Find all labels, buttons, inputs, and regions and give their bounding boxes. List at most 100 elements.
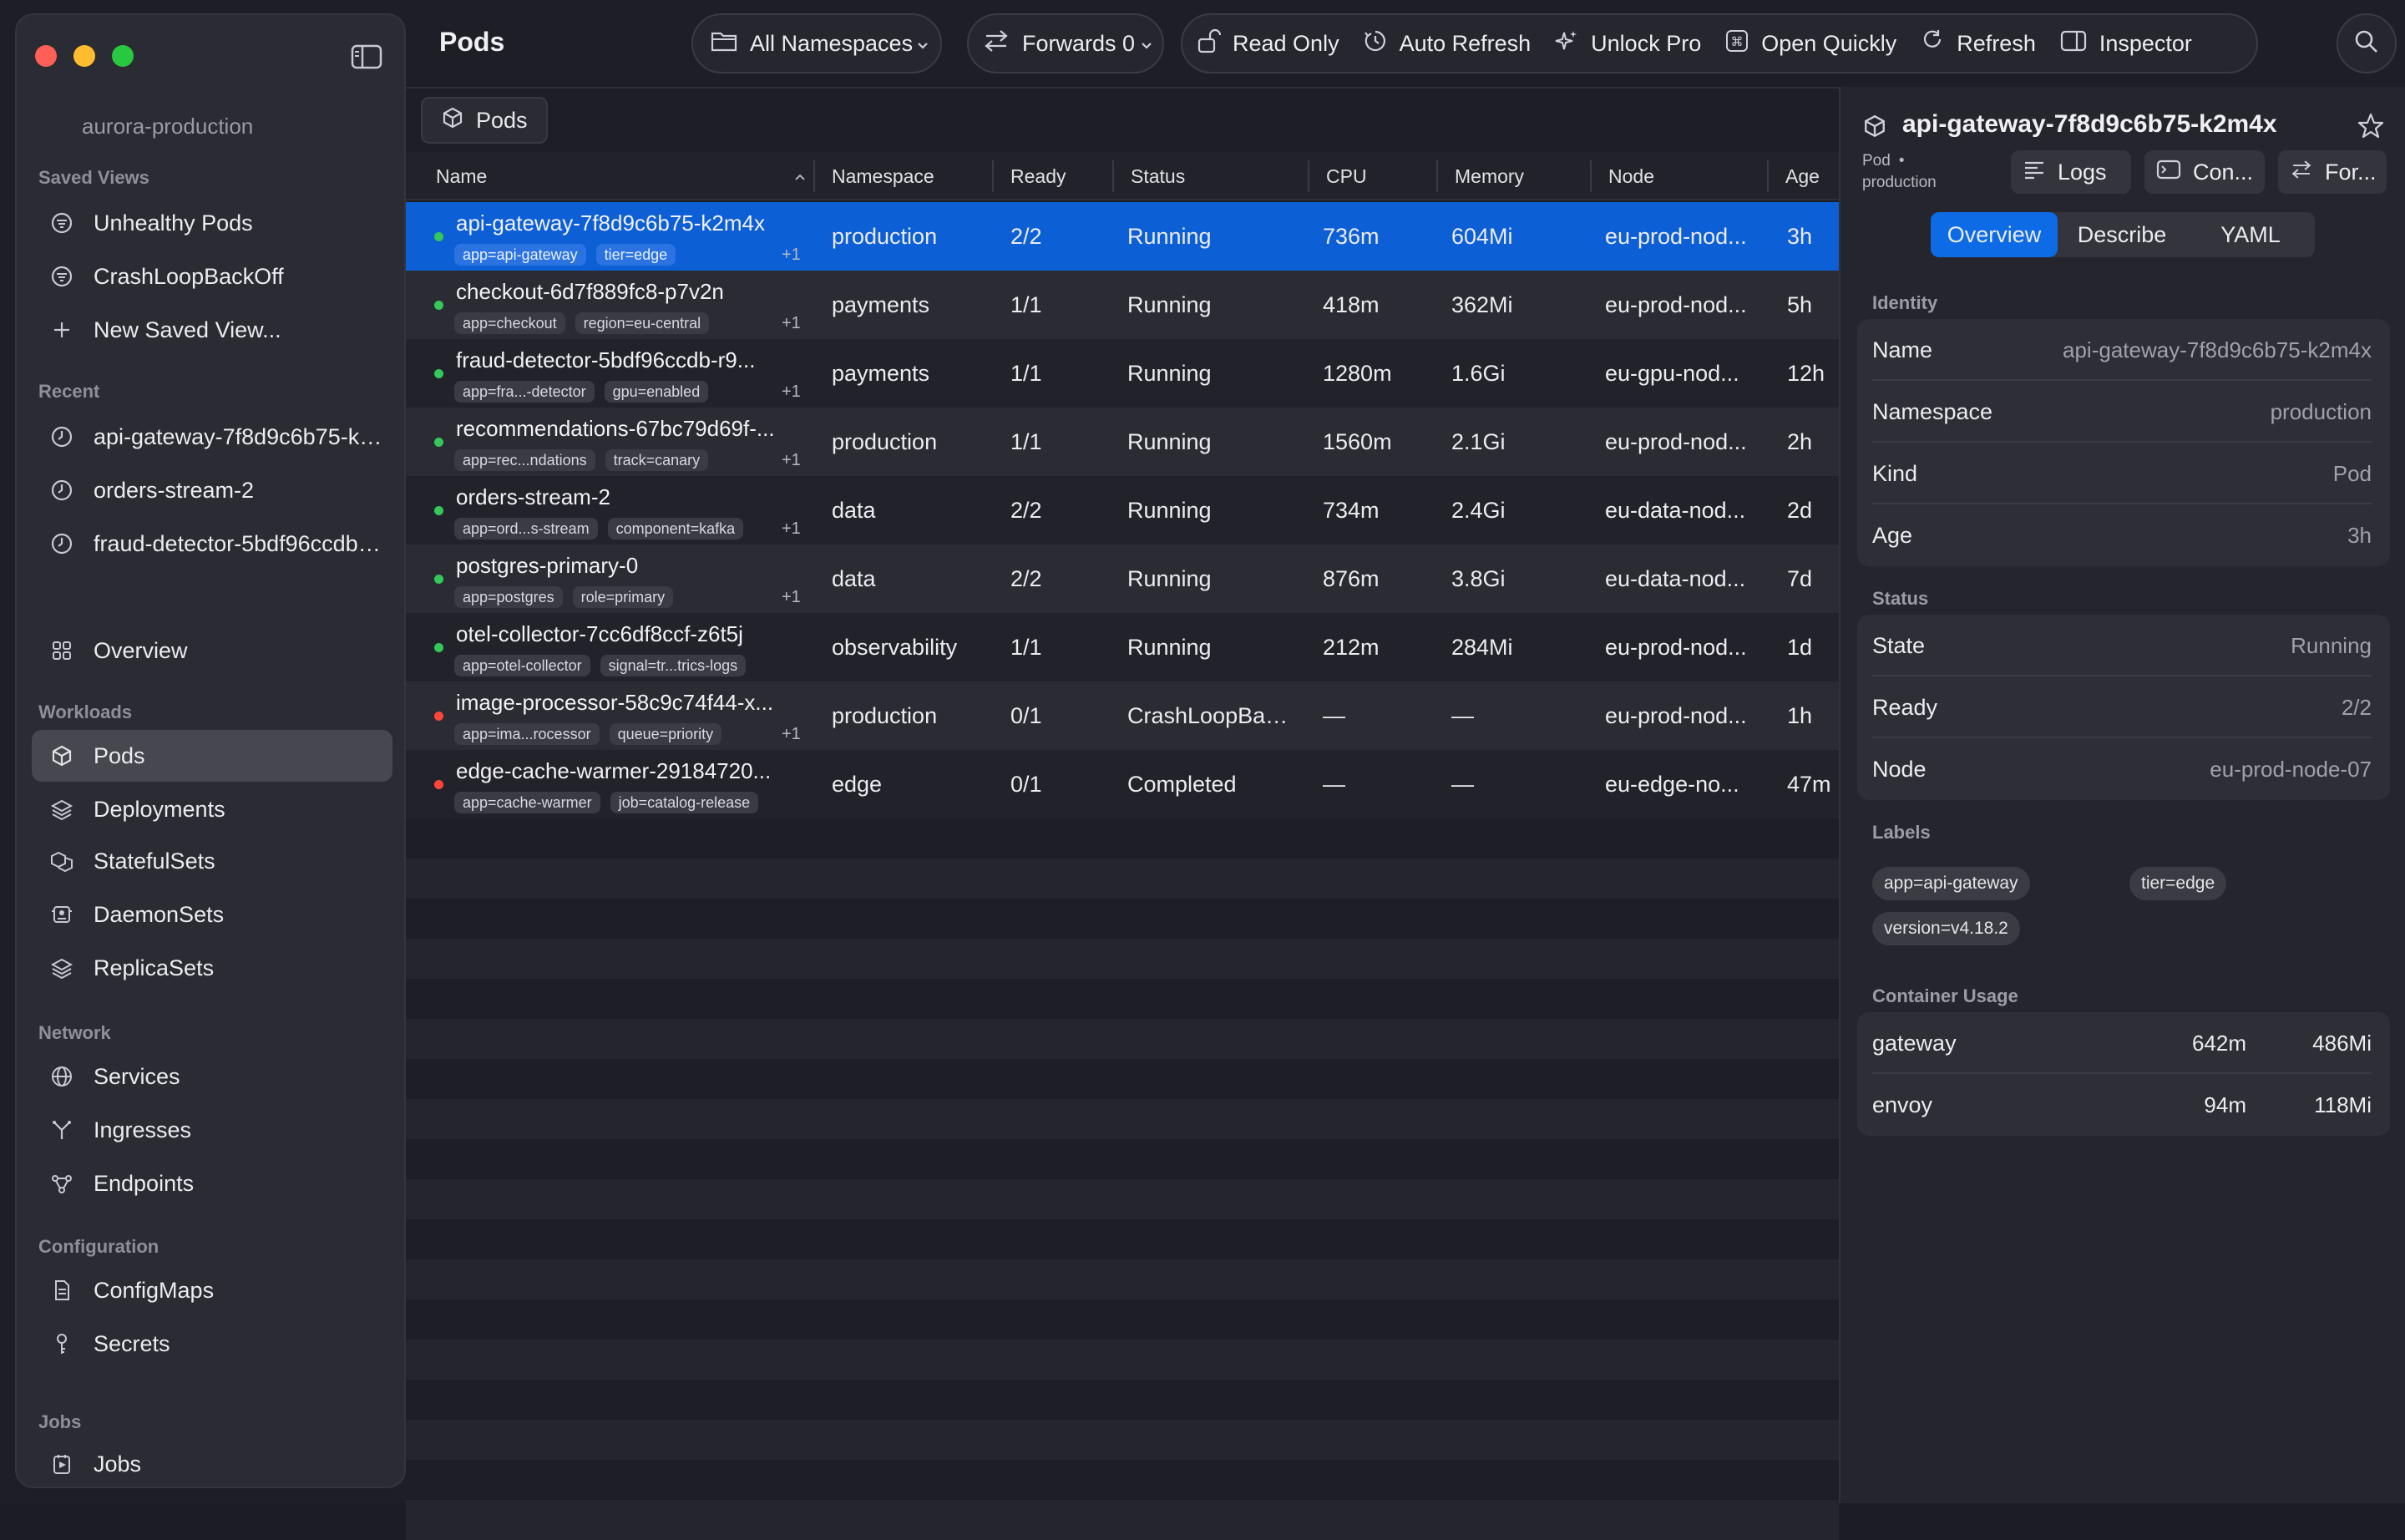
star-icon[interactable] <box>2357 112 2385 144</box>
column-header-name[interactable]: Name <box>436 165 488 187</box>
tab-yaml[interactable]: YAML <box>2220 222 2281 247</box>
forwards-menu[interactable]: Forwards 0 <box>967 13 1164 73</box>
cell-status: Running <box>1127 224 1212 249</box>
sidebar-item-ingresses[interactable]: Ingresses <box>32 1104 392 1156</box>
cell-cpu: 1280m <box>1323 361 1392 386</box>
timer-icon <box>1363 28 1400 59</box>
column-header-memory[interactable]: Memory <box>1455 165 1525 187</box>
zoom-window-button[interactable] <box>112 45 134 67</box>
table-row[interactable]: api-gateway-7f8d9c6b75-k2m4x app=api-gate… <box>406 202 1839 271</box>
tab-describe[interactable]: Describe <box>2077 222 2167 247</box>
namespace-select[interactable]: All Namespaces <box>691 13 942 73</box>
sidebar-item-label: Secrets <box>94 1330 170 1356</box>
label-chip: component=kafka <box>607 518 744 540</box>
table-row[interactable]: checkout-6d7f889fc8-p7v2n app=checkout reg… <box>406 271 1839 339</box>
open-quickly-label: Open Quickly <box>1761 30 1897 56</box>
table-row[interactable]: edge-cache-warmer-29184720... app=cache-w… <box>406 750 1839 818</box>
sidebar-item-daemonsets[interactable]: DaemonSets <box>32 889 392 940</box>
identity-card: Name api-gateway-7f8d9c6b75-k2m4x Namespa… <box>1857 319 2390 566</box>
sidebar-item-label: Deployments <box>94 796 225 822</box>
table-row[interactable]: recommendations-67bc79d69f-... app=rec...… <box>406 408 1839 476</box>
kv-row: Age 3h <box>1872 504 2372 566</box>
sidebar-item-secrets[interactable]: Secrets <box>32 1318 392 1370</box>
pod-name: orders-stream-2 <box>456 484 610 509</box>
sidebar-item-statefulsets[interactable]: StatefulSets <box>32 835 392 887</box>
label-chip: signal=tr...trics-logs <box>600 655 747 676</box>
table-row[interactable]: orders-stream-2 app=ord...s-stream compone… <box>406 476 1839 545</box>
sidebar: aurora-production Saved Views Unhealthy … <box>15 13 406 1488</box>
sidebar-item-overview[interactable]: Overview <box>32 625 392 676</box>
column-header-cpu[interactable]: CPU <box>1326 165 1367 187</box>
sidebar-item-jobs[interactable]: Jobs <box>32 1438 392 1490</box>
pod-name: edge-cache-warmer-29184720... <box>456 758 772 783</box>
sidebar-item-endpoints[interactable]: Endpoints <box>32 1158 392 1209</box>
cell-cpu: 736m <box>1323 224 1380 249</box>
unlock-pro-button[interactable]: Unlock Pro <box>1542 13 1713 73</box>
column-header-node[interactable]: Node <box>1608 165 1654 187</box>
auto-refresh-button[interactable]: Auto Refresh <box>1351 13 1543 73</box>
section-configuration: Configuration <box>38 1236 159 1257</box>
cluster-context[interactable]: aurora-production <box>82 114 254 139</box>
inspector-toggle-button[interactable]: Inspector <box>2048 13 2209 73</box>
container-cpu: 642m <box>2191 1031 2246 1056</box>
pod-labels: app=rec...ndations track=canary <box>454 449 718 471</box>
sidebar-item-configmaps[interactable]: ConfigMaps <box>32 1264 392 1316</box>
column-header-namespace[interactable]: Namespace <box>832 165 934 187</box>
cell-age: 2d <box>1787 498 1813 523</box>
container-name: envoy <box>1872 1092 1933 1117</box>
sidebar-item-unhealthy-pods[interactable]: Unhealthy Pods <box>32 197 392 249</box>
sidebar-toggle-icon[interactable] <box>351 43 382 70</box>
inspector-label: Inspector <box>2099 30 2192 56</box>
table-header: Name Namespace Ready Status CPU Memory N… <box>406 152 1839 200</box>
table-row[interactable]: image-processor-58c9c74f44-x... app=ima..… <box>406 681 1839 750</box>
sidebar-item-label: DaemonSets <box>94 901 225 927</box>
read-only-button[interactable]: Read Only <box>1182 13 1351 73</box>
column-header-age[interactable]: Age <box>1785 165 1820 187</box>
tab-pods[interactable]: Pods <box>421 97 548 144</box>
pod-labels: app=otel-collector signal=tr...trics-logs <box>454 655 756 676</box>
kv-row: Name api-gateway-7f8d9c6b75-k2m4x <box>1872 319 2372 381</box>
open-quickly-button[interactable]: ⌘ Open Quickly <box>1713 13 1908 73</box>
empty-row <box>406 939 1839 979</box>
section-saved-views: Saved Views <box>38 167 149 188</box>
column-header-status[interactable]: Status <box>1131 165 1186 187</box>
kv-row: Node eu-prod-node-07 <box>1872 738 2372 800</box>
container-cpu: 94m <box>2204 1092 2246 1117</box>
port-forward-button[interactable]: For... <box>2278 150 2387 194</box>
namespace-select-label: All Namespaces <box>750 30 914 56</box>
empty-row <box>406 1219 1839 1259</box>
sort-ascending-icon[interactable] <box>793 152 807 200</box>
new-saved-view-button[interactable]: New Saved View... <box>32 304 392 356</box>
table-row[interactable]: otel-collector-7cc6df8ccf-z6t5j app=otel-… <box>406 613 1839 681</box>
recent-item[interactable]: api-gateway-7f8d9c6b75-k2m4x <box>32 411 392 463</box>
pod-labels: app=ima...rocessor queue=priority <box>454 723 732 745</box>
close-window-button[interactable] <box>35 45 57 67</box>
column-header-ready[interactable]: Ready <box>1010 165 1066 187</box>
table-row[interactable]: fraud-detector-5bdf96ccdb-r9... app=fra..… <box>406 339 1839 408</box>
minimize-window-button[interactable] <box>73 45 95 67</box>
refresh-button[interactable]: Refresh <box>1908 13 2048 73</box>
sidebar-item-label: CrashLoopBackOff <box>94 263 284 289</box>
label-chip: app=ima...rocessor <box>454 723 600 745</box>
empty-row <box>406 859 1839 899</box>
kv-row: State Running <box>1872 615 2372 676</box>
sidebar-item-crashloopbackoff[interactable]: CrashLoopBackOff <box>32 251 392 302</box>
sidebar-item-deployments[interactable]: Deployments <box>32 783 392 835</box>
refresh-label: Refresh <box>1957 30 2036 56</box>
console-label: Con... <box>2193 159 2254 185</box>
tab-overview[interactable]: Overview <box>1931 212 2058 257</box>
empty-row <box>406 1259 1839 1299</box>
sidebar-item-pods[interactable]: Pods <box>32 730 392 782</box>
search-button[interactable] <box>2337 13 2397 73</box>
cell-age: 1h <box>1787 703 1813 728</box>
logs-button[interactable]: Logs <box>2011 150 2131 194</box>
sidebar-item-services[interactable]: Services <box>32 1051 392 1102</box>
logs-icon <box>2023 159 2058 186</box>
console-button[interactable]: Con... <box>2144 150 2265 194</box>
cell-namespace: data <box>832 498 876 523</box>
table-row[interactable]: postgres-primary-0 app=postgres role=prima… <box>406 545 1839 613</box>
recent-item[interactable]: fraud-detector-5bdf96ccdb-r9x7p <box>32 518 392 570</box>
label-chip: app=ord...s-stream <box>454 518 598 540</box>
sidebar-item-replicasets[interactable]: ReplicaSets <box>32 942 392 994</box>
recent-item[interactable]: orders-stream-2 <box>32 464 392 516</box>
